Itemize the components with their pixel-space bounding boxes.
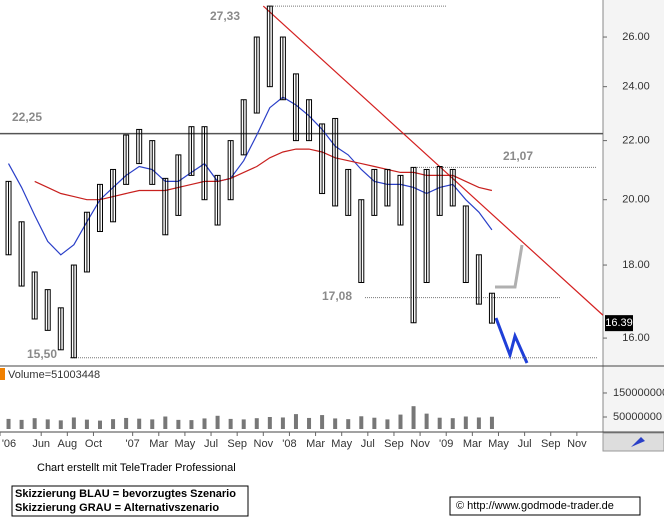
x-tick-label: Nov bbox=[567, 438, 587, 450]
x-tick-label: Sep bbox=[384, 438, 404, 450]
volume-bar bbox=[228, 418, 233, 429]
volume-bar bbox=[176, 419, 181, 429]
volume-bar bbox=[124, 417, 129, 429]
x-tick-label: Mar bbox=[149, 438, 168, 450]
volume-bar bbox=[267, 416, 272, 429]
last-price: 16.39 bbox=[605, 317, 633, 329]
x-tick-label: '07 bbox=[125, 438, 139, 450]
x-tick-label: Aug bbox=[58, 438, 78, 450]
source: © http://www.godmode-trader.de bbox=[456, 500, 614, 512]
level-label: 27,33 bbox=[210, 9, 240, 23]
level-label: 17,08 bbox=[322, 289, 352, 303]
y-tick-label: 22.00 bbox=[622, 135, 650, 147]
volume-bar bbox=[254, 418, 259, 429]
volume-bar bbox=[411, 406, 416, 429]
y-tick-label: 24.00 bbox=[622, 81, 650, 93]
x-tick-label: '08 bbox=[282, 438, 296, 450]
x-tick-label: May bbox=[488, 438, 509, 450]
y-tick-label: 18.00 bbox=[622, 259, 650, 271]
volume-bar bbox=[476, 417, 481, 429]
x-tick-label: Mar bbox=[463, 438, 482, 450]
volume-bar bbox=[189, 420, 194, 429]
volume-bar bbox=[97, 420, 102, 429]
volume-bar bbox=[84, 419, 89, 429]
volume-bar bbox=[150, 419, 155, 429]
volume-marker bbox=[0, 368, 5, 380]
axis-panel bbox=[603, 0, 664, 432]
volume-bar bbox=[163, 416, 168, 429]
volume-title: Volume=51003448 bbox=[8, 369, 100, 381]
level-label: 22,25 bbox=[12, 110, 42, 124]
volume-bar bbox=[111, 419, 116, 429]
volume-bar bbox=[333, 418, 338, 429]
volume-bar bbox=[437, 417, 442, 429]
tool-box bbox=[602, 432, 664, 452]
volume-bar bbox=[202, 418, 207, 429]
credit: Chart erstellt mit TeleTrader Profession… bbox=[37, 462, 236, 474]
volume-bar bbox=[385, 419, 390, 429]
x-tick-label: Sep bbox=[227, 438, 247, 450]
volume-bar bbox=[6, 418, 11, 429]
y-tick-label: 20.00 bbox=[622, 194, 650, 206]
volume-bar bbox=[71, 417, 76, 429]
volume-bar bbox=[280, 417, 285, 429]
volume-bar bbox=[359, 416, 364, 429]
x-tick-label: Jul bbox=[361, 438, 375, 450]
x-tick-label: Jul bbox=[204, 438, 218, 450]
volume-bar bbox=[137, 418, 142, 429]
x-tick-label: May bbox=[331, 438, 352, 450]
y-tick-label: 26.00 bbox=[622, 31, 650, 43]
volume-bar bbox=[346, 419, 351, 429]
x-tick-label: Jul bbox=[518, 438, 532, 450]
volume-bar bbox=[58, 420, 63, 429]
volume-bar bbox=[32, 418, 37, 429]
scenario-gray bbox=[495, 244, 524, 289]
volume-bar bbox=[424, 413, 429, 429]
level-label: 15,50 bbox=[27, 347, 57, 361]
volume-bar bbox=[293, 414, 298, 429]
volume-bar bbox=[19, 419, 24, 429]
legend-text: Skizzierung BLAU = bevorzugtes Szenario bbox=[15, 488, 236, 500]
volume-bar bbox=[307, 417, 312, 429]
source-box bbox=[449, 496, 641, 516]
volume-bar bbox=[398, 414, 403, 429]
volume-bar bbox=[450, 418, 455, 429]
tool-icon bbox=[631, 437, 645, 447]
volume-bar bbox=[320, 415, 325, 429]
level-label: 21,07 bbox=[503, 149, 533, 163]
x-tick-label: Oct bbox=[85, 438, 102, 450]
volume-bar bbox=[463, 416, 468, 429]
x-tick-label: Sep bbox=[541, 438, 561, 450]
volume-bar bbox=[372, 417, 377, 429]
x-tick-label: '09 bbox=[439, 438, 453, 450]
y-tick-label: 150000000 bbox=[613, 387, 664, 399]
x-tick-label: Nov bbox=[254, 438, 274, 450]
volume-bar bbox=[45, 419, 50, 429]
legend-text: Skizzierung GRAU = Alternativszenario bbox=[15, 502, 219, 514]
legend-box bbox=[11, 485, 249, 517]
trendline bbox=[262, 5, 604, 316]
y-tick-label: 50000000 bbox=[613, 411, 662, 423]
x-tick-label: '06 bbox=[2, 438, 16, 450]
x-tick-label: May bbox=[175, 438, 196, 450]
volume-bar bbox=[241, 419, 246, 429]
x-tick-label: Jun bbox=[32, 438, 50, 450]
y-tick-label: 16.00 bbox=[622, 332, 650, 344]
volume-bar bbox=[215, 415, 220, 429]
x-tick-label: Nov bbox=[410, 438, 430, 450]
last-price-box bbox=[605, 315, 633, 332]
scenario-blue bbox=[494, 317, 529, 364]
volume-bar bbox=[489, 416, 494, 429]
x-tick-label: Mar bbox=[306, 438, 325, 450]
